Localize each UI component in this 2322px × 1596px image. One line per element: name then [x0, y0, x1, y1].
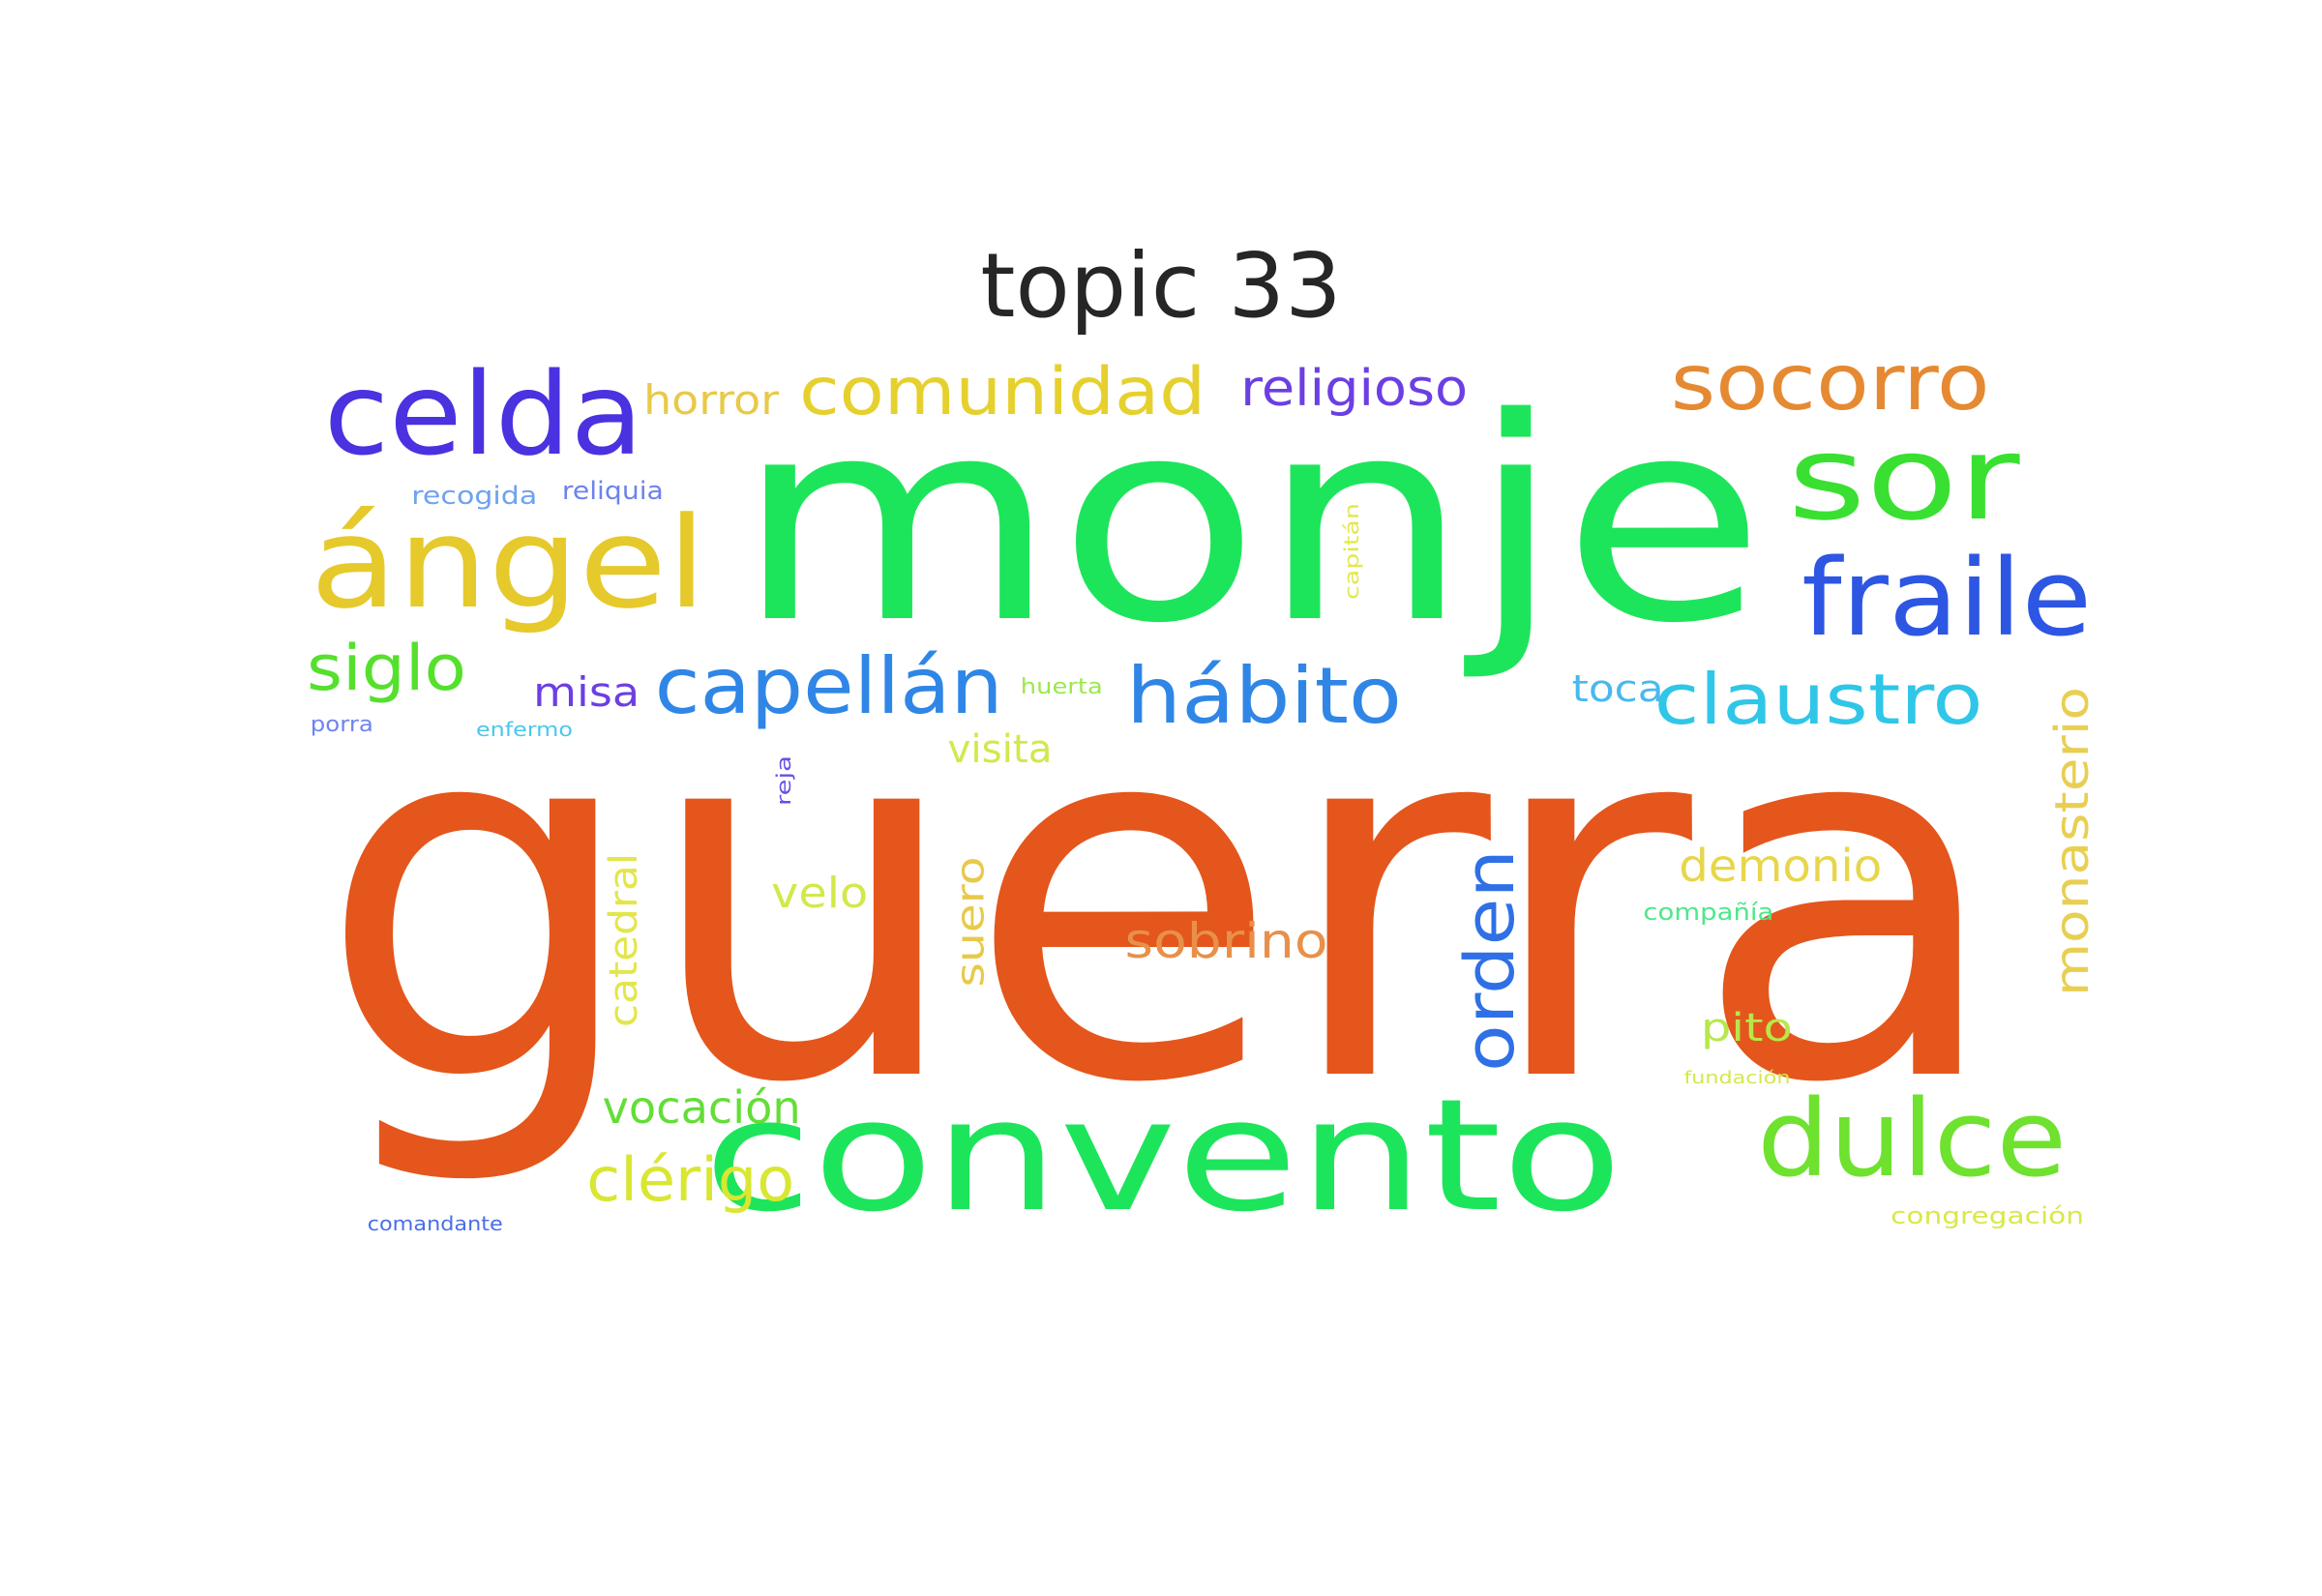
word-angel: ángel: [310, 489, 706, 636]
word-celda: celda: [323, 347, 643, 481]
word-vocacion: vocación: [602, 1081, 801, 1134]
word-congregacion: congregación: [1890, 1202, 2084, 1229]
word-reliquia: reliquia: [561, 477, 664, 506]
figure-title: topic 33: [980, 234, 1342, 338]
word-velo: velo: [770, 869, 868, 918]
word-horror: horror: [643, 376, 779, 424]
word-siglo: siglo: [307, 632, 467, 705]
word-enfermo: enfermo: [475, 718, 573, 741]
word-catedral: catedral: [601, 853, 646, 1027]
word-sor: sor: [1788, 412, 2020, 547]
word-visita: visita: [947, 727, 1052, 772]
word-toca: toca: [1571, 667, 1664, 710]
word-religioso: religioso: [1240, 360, 1469, 418]
word-comunidad: comunidad: [798, 354, 1206, 430]
word-guerra: guerra: [316, 606, 2006, 1193]
word-convento: convento: [702, 1065, 1622, 1246]
word-monasterio: monasterio: [2044, 687, 2099, 996]
word-socorro: socorro: [1671, 338, 1990, 428]
word-capellan: capellán: [655, 641, 1003, 731]
word-compania: compañía: [1643, 899, 1774, 926]
word-orden: orden: [1450, 849, 1530, 1072]
word-reja: reja: [772, 755, 795, 806]
word-suero: suero: [948, 856, 993, 988]
word-dulce: dulce: [1756, 1077, 2067, 1200]
word-monje: monje: [734, 359, 1766, 685]
word-fraile: fraile: [1801, 536, 2092, 660]
word-porra: porra: [310, 713, 373, 737]
word-clerigo: clérigo: [586, 1144, 795, 1215]
word-demonio: demonio: [1679, 840, 1882, 892]
word-fundacion: fundación: [1683, 1068, 1790, 1088]
word-capitan: capitán: [1340, 503, 1363, 600]
word-huerta: huerta: [1020, 675, 1103, 699]
word-misa: misa: [532, 668, 640, 716]
word-claustro: claustro: [1654, 659, 1983, 740]
word-habito: hábito: [1126, 651, 1403, 741]
word-recogida: recogida: [410, 482, 537, 511]
word-sobrino: sobrino: [1124, 913, 1328, 969]
word-pito: pito: [1700, 1006, 1793, 1050]
word-comandante: comandante: [367, 1212, 503, 1235]
